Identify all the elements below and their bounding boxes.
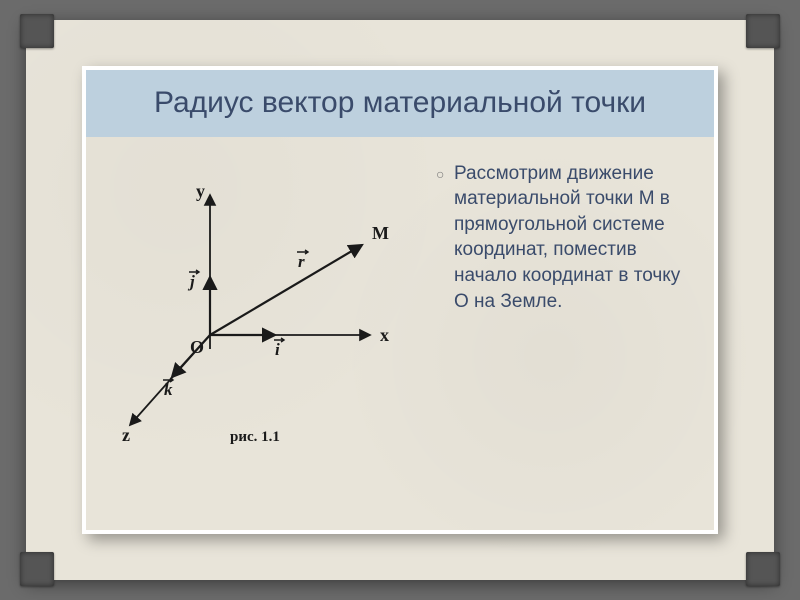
svg-text:k: k xyxy=(164,380,173,399)
corner-tr xyxy=(746,14,780,48)
svg-text:x: x xyxy=(380,325,389,345)
bullet-item: ○ Рассмотрим движение материальной точки… xyxy=(436,161,690,315)
svg-text:z: z xyxy=(122,425,130,445)
svg-text:j: j xyxy=(187,272,195,291)
corner-br xyxy=(746,552,780,586)
svg-text:рис. 1.1: рис. 1.1 xyxy=(230,429,280,445)
corner-bl xyxy=(20,552,54,586)
slide: Радиус вектор материальной точки xyzOijk… xyxy=(26,20,774,580)
coordinate-diagram: xyzOijkrMрис. 1.1 xyxy=(100,155,430,455)
diagram-container: xyzOijkrMрис. 1.1 xyxy=(100,155,430,455)
text-column: ○ Рассмотрим движение материальной точки… xyxy=(430,155,700,315)
slide-title: Радиус вектор материальной точки xyxy=(86,70,714,137)
content-row: xyzOijkrMрис. 1.1 ○ Рассмотрим движение … xyxy=(86,137,714,465)
svg-text:y: y xyxy=(196,181,205,201)
content-card: Радиус вектор материальной точки xyzOijk… xyxy=(82,66,718,534)
body-text: Рассмотрим движение материальной точки М… xyxy=(454,161,690,315)
svg-text:i: i xyxy=(275,340,280,359)
bullet-marker: ○ xyxy=(436,161,454,315)
corner-tl xyxy=(20,14,54,48)
svg-text:r: r xyxy=(298,252,305,271)
svg-text:M: M xyxy=(372,223,389,243)
